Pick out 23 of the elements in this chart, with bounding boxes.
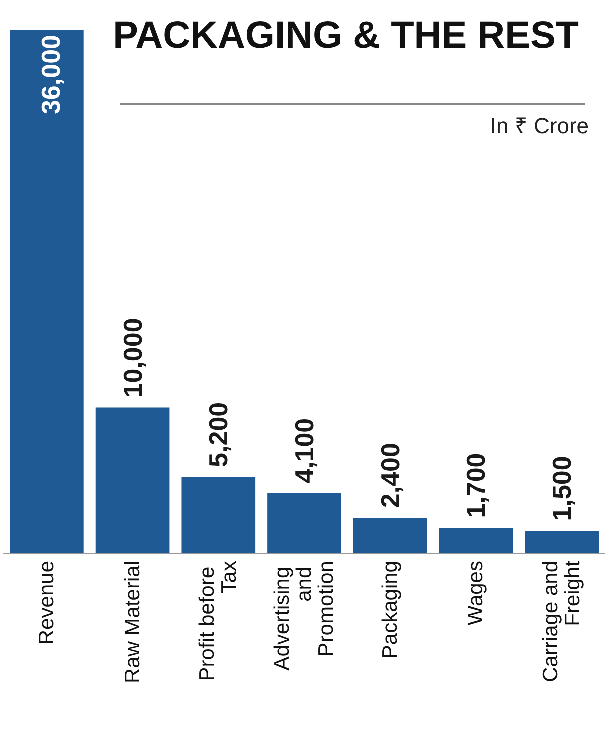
- data-label: 2,400: [375, 443, 406, 508]
- text: In ₹ Crore: [490, 114, 590, 138]
- x-tick-label: Advertising and Promotion: [271, 561, 338, 671]
- data-label: 10,000: [118, 318, 148, 398]
- data-label: 4,100: [290, 418, 320, 484]
- bar: [353, 518, 428, 553]
- data-label: 36,000: [36, 35, 66, 115]
- x-tick-label: Wages: [464, 561, 488, 626]
- data-label: 5,200: [204, 402, 234, 468]
- bar: [525, 531, 599, 553]
- data-label: 1,500: [547, 456, 578, 522]
- x-tick-label: Profit before Tax: [196, 560, 242, 682]
- x-tick-label: Carriage and Freight: [540, 560, 585, 682]
- x-tick-label: Packaging: [378, 561, 402, 660]
- x-tick-label: Raw Material: [121, 561, 144, 684]
- data-label: 1,700: [461, 453, 492, 518]
- bar: [10, 30, 84, 553]
- x-tick-label: Revenue: [35, 561, 58, 646]
- bar: [96, 408, 170, 553]
- chart-title: PACKAGING & THE REST: [113, 15, 580, 57]
- bar: [268, 493, 342, 553]
- bar: [439, 528, 514, 553]
- bar: [182, 477, 256, 553]
